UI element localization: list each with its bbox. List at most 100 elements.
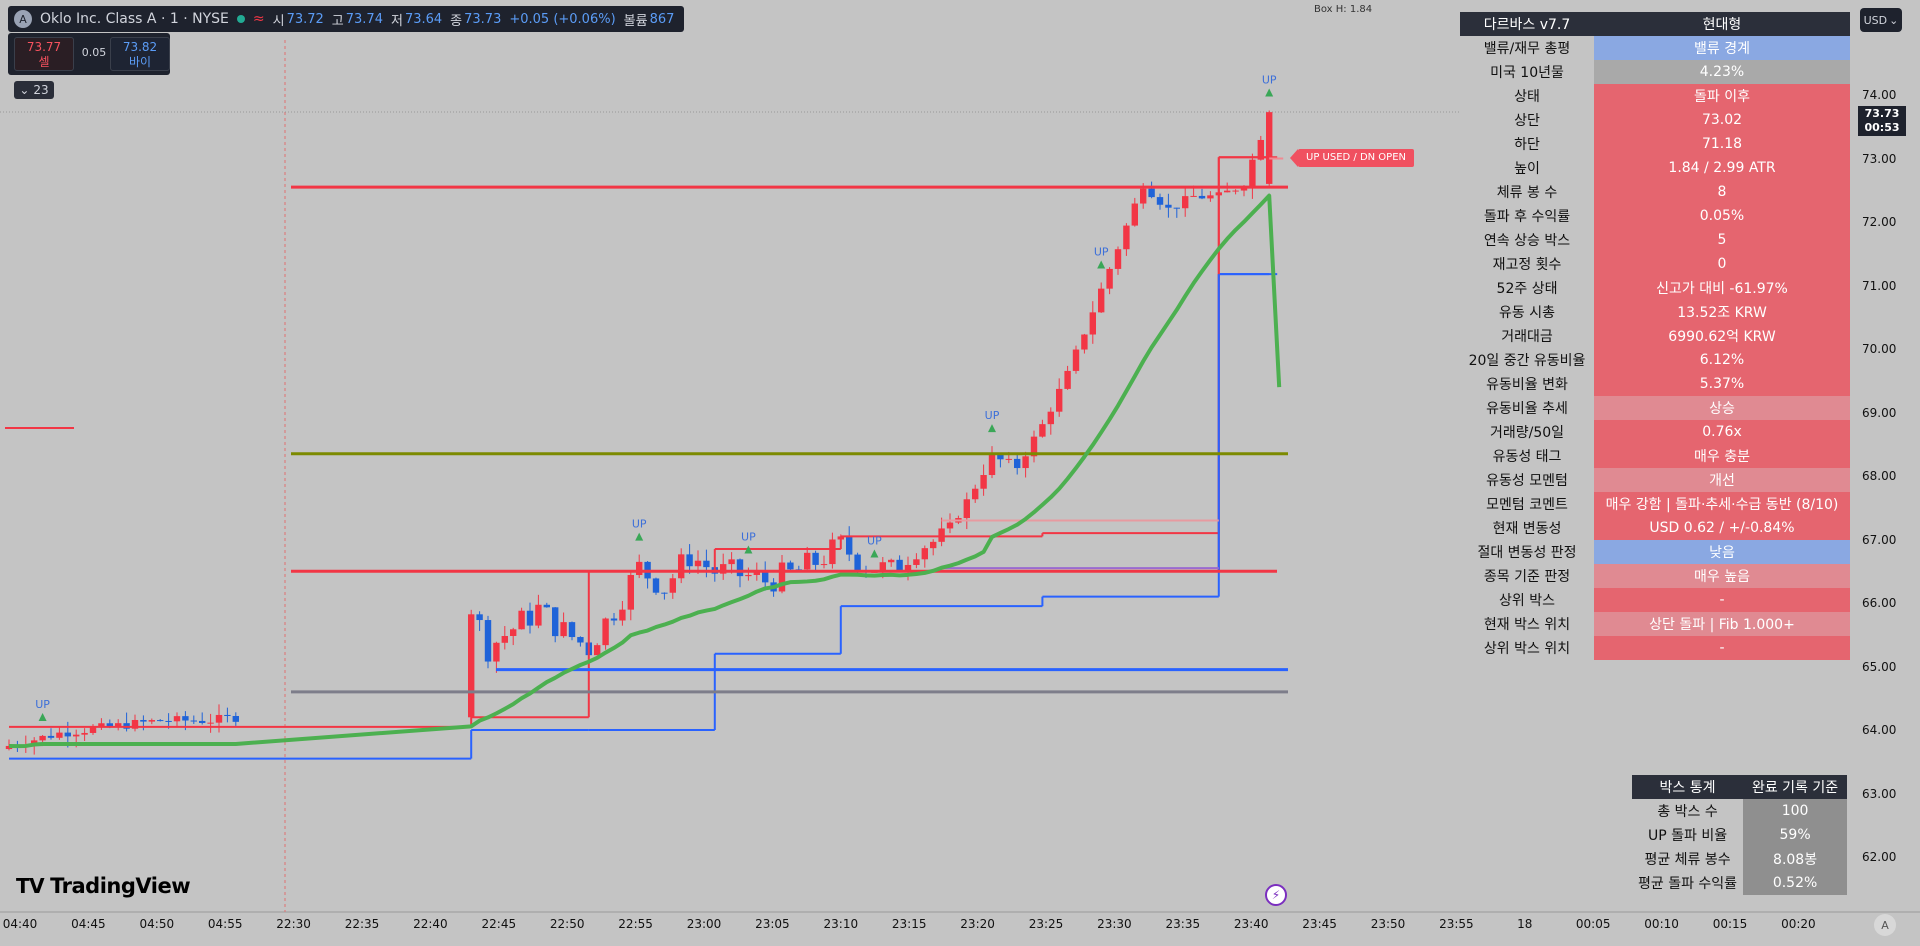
candle-body [115, 723, 122, 727]
time-axis[interactable]: 04:40 04:45 04:50 04:55 22:30 22:35 22:40 22:45… [0, 912, 1920, 946]
row-value: - [1594, 588, 1850, 612]
row-label: 평균 돌파 수익률 [1632, 871, 1744, 895]
candle-body [1014, 458, 1021, 469]
table-row: 미국 10년물 4.23% [1460, 60, 1850, 84]
time-tick-label: 23:25 [1028, 917, 1064, 931]
candle-body [1047, 411, 1054, 425]
row-value: 밸류 경계 [1594, 36, 1850, 60]
table-row: 상태 돌파 이후 [1460, 84, 1850, 108]
up-signal-icon [744, 545, 753, 554]
candle-body [106, 723, 113, 727]
price-tick-label: 67.00 [1862, 532, 1897, 547]
auto-scale-button[interactable]: A [1874, 914, 1896, 936]
row-value: 0.05% [1594, 204, 1850, 228]
sell-price: 73.77 [26, 40, 62, 54]
price-axis[interactable]: 74.00 73.00 72.00 71.00 70.00 69.00 68.00 67.00… [1848, 0, 1920, 912]
box-height-label: Box H: 1.84 [1314, 4, 1373, 15]
price-tick-label: 70.00 [1862, 342, 1897, 356]
up-signal-label: UP [985, 409, 1000, 422]
indicator-collapse-button[interactable]: ⌄ 23 [14, 81, 54, 99]
table-row: 밸류/재무 총평 밸류 경계 [1460, 36, 1850, 60]
tradingview-logo[interactable]: 𝗧𝗩 TradingView [16, 874, 191, 898]
row-value: 73.02 [1594, 108, 1850, 132]
symbol-info-bar[interactable]: A Oklo Inc. Class A · 1 · NYSE ≈ 시 73.72 … [8, 6, 685, 32]
table-row: 거래량/50일 0.76x [1460, 420, 1850, 444]
row-value: 개선 [1594, 468, 1850, 492]
up-signal-icon [635, 532, 644, 541]
symbol-name[interactable]: Oklo Inc. Class A · 1 · NYSE [40, 11, 229, 27]
row-label: 현재 변동성 [1460, 516, 1594, 540]
candle-body [1190, 195, 1197, 197]
price-tick-label: 71.00 [1862, 278, 1897, 293]
high-label: 고 [331, 13, 344, 29]
candle-body [1240, 188, 1248, 191]
moving-average-line [8, 193, 1282, 749]
candle-body [1056, 388, 1063, 412]
table-header-cell: 박스 통계 [1632, 775, 1744, 799]
time-tick-label: 23:20 [960, 917, 995, 931]
time-tick-label: 04:50 [139, 917, 175, 931]
darvas-info-table: 다르바스 v7.7 현대형 밸류/재무 총평 밸류 경계 미국 10년물 4.23% 상태 돌… [1460, 12, 1850, 660]
candle-body [73, 734, 80, 737]
candle-body [1022, 456, 1029, 469]
table-row: 모멘텀 코멘트 매우 강함 | 돌파·추세·수급 동반 (8/10) [1460, 492, 1850, 516]
candle-body [1106, 268, 1113, 289]
row-value: 1.84 / 2.99 ATR [1594, 156, 1850, 180]
candle-body [476, 614, 483, 621]
time-tick-label: 23:10 [823, 917, 859, 931]
table-row: UP 돌파 비율 59% [1632, 823, 1848, 847]
price-tick-label: 63.00 [1862, 786, 1897, 801]
row-value: 매우 충분 [1594, 444, 1850, 468]
sell-button[interactable]: 73.77 셀 [14, 37, 74, 71]
candle-body [510, 629, 517, 636]
row-label: 돌파 후 수익률 [1460, 204, 1594, 228]
candle-body [215, 714, 223, 723]
row-label: UP 돌파 비율 [1632, 823, 1744, 847]
table-header-cell: 완료 기록 기준 [1743, 775, 1848, 799]
lightning-icon[interactable]: ⚡ [1265, 884, 1287, 906]
close-value: 73.73 [464, 11, 502, 27]
time-tick-label: 04:45 [71, 917, 106, 931]
candle-body [1114, 249, 1122, 269]
candle-body [980, 475, 987, 489]
up-signal-label: UP [632, 518, 647, 531]
candle-body [972, 488, 979, 500]
buy-button[interactable]: 73.82 바이 [110, 37, 170, 71]
time-tick-label: 00:20 [1781, 917, 1816, 931]
open-value: 73.72 [286, 11, 324, 27]
time-tick-label: 23:30 [1097, 917, 1132, 931]
row-value: 0 [1594, 252, 1850, 276]
candle-body [804, 552, 811, 570]
candle-body [787, 562, 794, 570]
candle-body [1207, 195, 1214, 199]
table-row: 상위 박스 위치 - [1460, 636, 1850, 660]
up-signal-icon [1265, 88, 1274, 97]
time-tick-label: 04:40 [2, 917, 38, 931]
candle-body [81, 732, 88, 735]
currency-selector[interactable]: USD ⌄ [1860, 8, 1902, 32]
candle-body [199, 720, 206, 723]
candle-body [888, 559, 895, 563]
table-row: 52주 상태 신고가 대비 -61.97% [1460, 276, 1850, 300]
candle-body [568, 622, 576, 638]
change-value: +0.05 (+0.06%) [509, 11, 616, 27]
row-value: 돌파 이후 [1594, 84, 1850, 108]
buy-label: 바이 [128, 55, 152, 69]
brand-name: TradingView [50, 874, 191, 898]
row-value: 상단 돌파 | Fib 1.000+ [1594, 612, 1850, 636]
candle-body [468, 614, 475, 718]
table-row: 연속 상승 박스 5 [1460, 228, 1850, 252]
box-status-badge: UP USED / DN OPEN [1290, 149, 1414, 167]
table-row: 유동비율 추세 상승 [1460, 396, 1850, 420]
row-value: 신고가 대비 -61.97% [1594, 276, 1850, 300]
row-label: 높이 [1460, 156, 1594, 180]
candle-body [493, 642, 500, 662]
table-row: 평균 돌파 수익률 0.52% [1632, 871, 1848, 895]
candle-body [232, 716, 239, 722]
time-tick-label: 04:55 [207, 917, 243, 931]
table-row: 평균 체류 봉수 8.08봉 [1632, 847, 1848, 871]
chevron-down-icon: ⌄ [1889, 13, 1899, 27]
candle-body [64, 732, 71, 737]
row-label: 거래대금 [1460, 324, 1594, 348]
time-tick-label: 23:05 [755, 917, 790, 931]
